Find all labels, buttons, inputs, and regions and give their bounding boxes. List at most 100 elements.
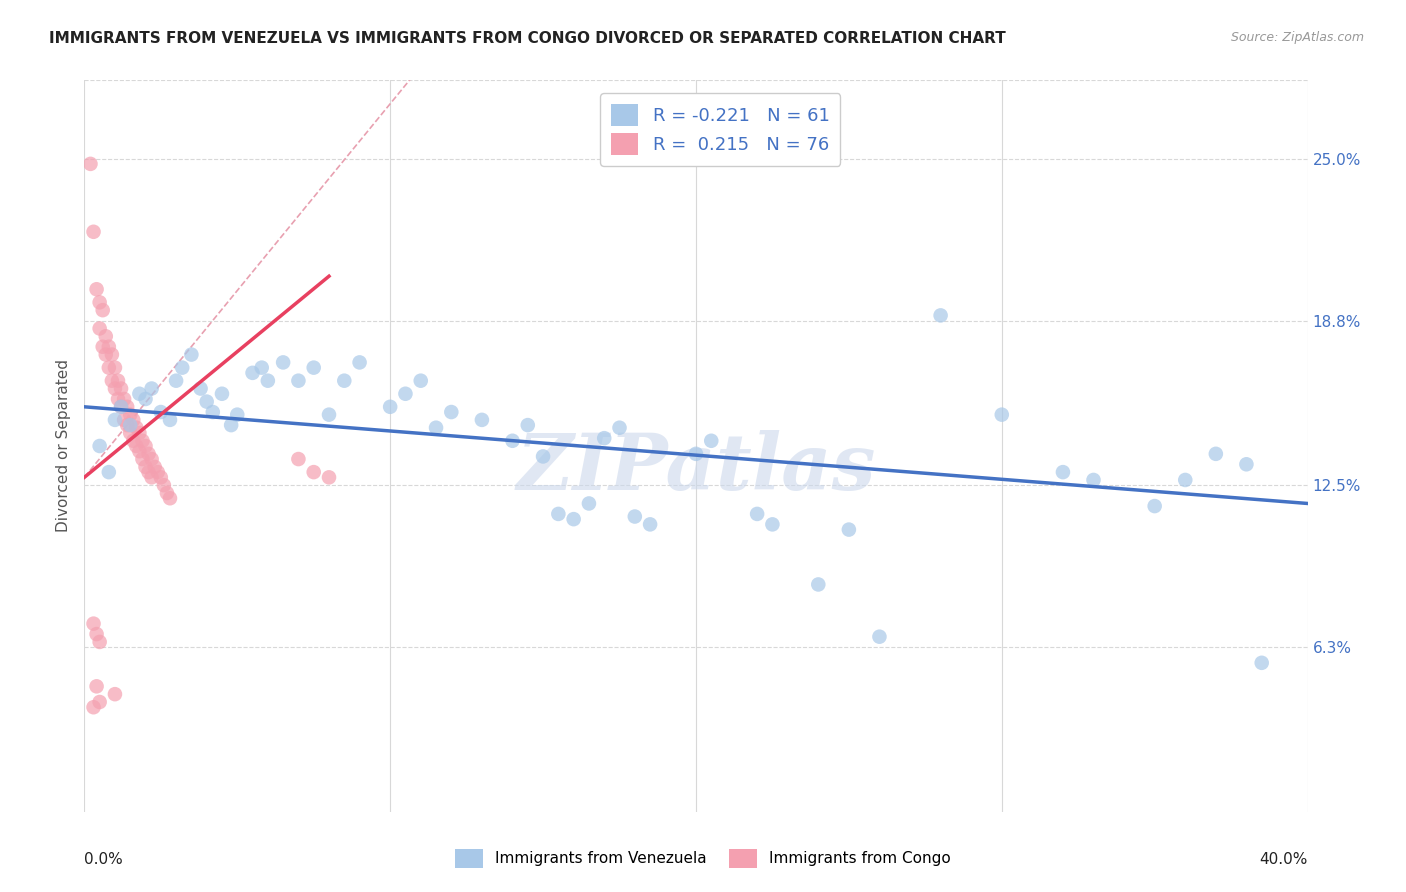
Point	[547, 507, 569, 521]
Point	[135, 459, 157, 474]
Point	[349, 355, 371, 369]
Text: 40.0%: 40.0%	[1260, 852, 1308, 867]
Text: Source: ZipAtlas.com: Source: ZipAtlas.com	[1230, 31, 1364, 45]
Point	[115, 400, 138, 414]
Point	[747, 507, 769, 521]
Point	[172, 360, 194, 375]
Point	[122, 434, 145, 448]
Point	[211, 386, 233, 401]
Point	[86, 679, 108, 693]
Point	[425, 421, 447, 435]
Point	[578, 496, 600, 510]
Point	[112, 392, 135, 406]
Point	[128, 444, 150, 458]
Point	[226, 408, 249, 422]
Legend: Immigrants from Venezuela, Immigrants from Congo: Immigrants from Venezuela, Immigrants fr…	[449, 843, 957, 873]
Point	[624, 509, 647, 524]
Point	[1205, 447, 1227, 461]
Point	[112, 413, 135, 427]
Legend: R = -0.221   N = 61, R =  0.215   N = 76: R = -0.221 N = 61, R = 0.215 N = 76	[600, 93, 841, 166]
Point	[700, 434, 723, 448]
Point	[128, 386, 150, 401]
Point	[761, 517, 783, 532]
Point	[97, 360, 120, 375]
Point	[149, 470, 172, 484]
Point	[94, 329, 117, 343]
Point	[141, 470, 163, 484]
Point	[110, 400, 132, 414]
Point	[531, 450, 554, 464]
Point	[1052, 465, 1074, 479]
Point	[318, 470, 340, 484]
Point	[165, 374, 187, 388]
Point	[302, 360, 325, 375]
Point	[107, 392, 129, 406]
Y-axis label: Divorced or Separated: Divorced or Separated	[56, 359, 72, 533]
Point	[257, 374, 280, 388]
Point	[190, 382, 212, 396]
Point	[333, 374, 356, 388]
Point	[685, 447, 707, 461]
Point	[471, 413, 494, 427]
Point	[1143, 499, 1166, 513]
Point	[83, 225, 105, 239]
Point	[149, 405, 172, 419]
Point	[115, 418, 138, 433]
Point	[104, 360, 127, 375]
Point	[287, 374, 309, 388]
Point	[394, 386, 416, 401]
Point	[159, 413, 181, 427]
Point	[138, 447, 160, 461]
Point	[94, 348, 117, 362]
Point	[153, 478, 176, 492]
Point	[120, 408, 142, 422]
Point	[110, 400, 132, 414]
Point	[195, 394, 218, 409]
Point	[380, 400, 402, 414]
Point	[89, 295, 111, 310]
Point	[159, 491, 181, 506]
Point	[180, 348, 202, 362]
Point	[138, 465, 160, 479]
Point	[128, 425, 150, 440]
Point	[440, 405, 463, 419]
Point	[1236, 457, 1258, 471]
Point	[562, 512, 585, 526]
Point	[86, 627, 108, 641]
Point	[638, 517, 661, 532]
Point	[104, 413, 127, 427]
Point	[97, 465, 120, 479]
Point	[104, 382, 127, 396]
Point	[1174, 473, 1197, 487]
Point	[89, 635, 111, 649]
Point	[91, 303, 114, 318]
Text: IMMIGRANTS FROM VENEZUELA VS IMMIGRANTS FROM CONGO DIVORCED OR SEPARATED CORRELA: IMMIGRANTS FROM VENEZUELA VS IMMIGRANTS …	[49, 31, 1005, 46]
Point	[143, 459, 166, 474]
Point	[302, 465, 325, 479]
Point	[101, 348, 124, 362]
Point	[991, 408, 1014, 422]
Point	[86, 282, 108, 296]
Point	[104, 687, 127, 701]
Text: ZIPatlas: ZIPatlas	[516, 430, 876, 506]
Point	[101, 374, 124, 388]
Point	[201, 405, 224, 419]
Point	[120, 418, 142, 433]
Point	[156, 486, 179, 500]
Point	[219, 418, 242, 433]
Point	[131, 434, 153, 448]
Point	[869, 630, 891, 644]
Point	[125, 421, 148, 435]
Point	[242, 366, 264, 380]
Point	[97, 340, 120, 354]
Point	[89, 695, 111, 709]
Point	[91, 340, 114, 354]
Point	[120, 425, 142, 440]
Point	[502, 434, 524, 448]
Point	[141, 452, 163, 467]
Point	[409, 374, 432, 388]
Point	[141, 382, 163, 396]
Point	[250, 360, 273, 375]
Point	[89, 439, 111, 453]
Point	[135, 439, 157, 453]
